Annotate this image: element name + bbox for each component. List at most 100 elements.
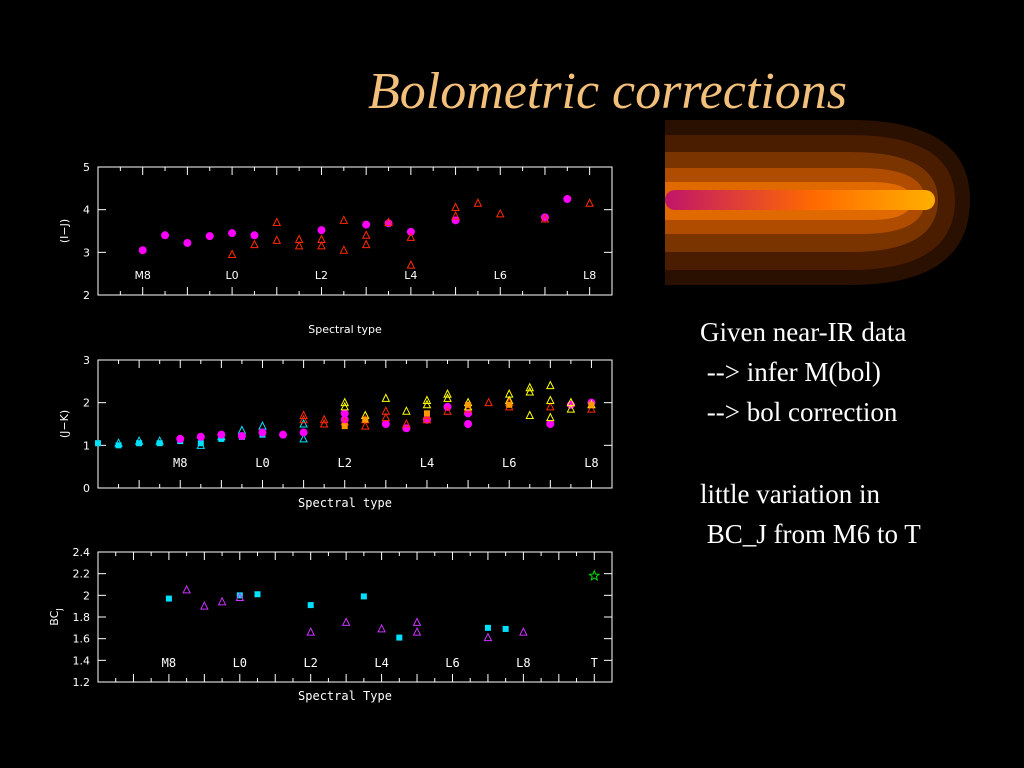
data-point-circle-magenta <box>402 424 411 433</box>
data-point-square-cyan <box>396 634 403 641</box>
data-point-triangle-yellow <box>546 380 555 390</box>
plot-frame <box>97 359 613 489</box>
data-point-circle-magenta <box>279 430 288 439</box>
y-axis-label-sub: J <box>55 608 64 611</box>
data-point-triangle-yellow <box>422 395 432 405</box>
data-point-circle-magenta <box>464 420 473 428</box>
data-point-triangle-red <box>317 240 326 250</box>
data-point-circle-magenta <box>196 432 205 441</box>
data-point-triangle-red <box>540 213 550 223</box>
data-point-circle-magenta <box>161 231 170 240</box>
x-tick-label: L2 <box>303 656 317 670</box>
x-tick-label: L8 <box>583 269 596 282</box>
side-text-line: --> infer M(bol) <box>700 357 881 387</box>
data-point-circle-magenta <box>258 428 267 437</box>
x-tick-label: L0 <box>255 456 269 470</box>
data-point-circle-magenta <box>183 238 192 247</box>
y-tick-label: 1.6 <box>73 633 91 646</box>
data-point-triangle-yellow <box>546 395 555 405</box>
data-point-triangle-yellow <box>525 382 535 392</box>
data-point-circle-magenta <box>205 232 214 241</box>
data-point-square-cyan <box>254 591 261 598</box>
data-point-triangle-red <box>406 232 416 241</box>
y-tick-label: 2.4 <box>73 546 91 559</box>
data-point-triangle-red <box>272 217 282 226</box>
y-tick-label: 1 <box>83 439 90 452</box>
data-point-square-orange <box>465 401 472 408</box>
data-point-circle-magenta <box>228 229 237 238</box>
data-point-triangle-yellow <box>381 393 391 402</box>
y-tick-label: 1.2 <box>73 676 91 689</box>
data-point-square-orange <box>588 401 595 408</box>
side-text-line: BC_J from M6 to T <box>700 519 921 549</box>
data-point-triangle-red <box>227 249 237 258</box>
y-tick-label: 2 <box>83 289 90 302</box>
x-tick-label: M8 <box>173 456 187 470</box>
data-point-circle-magenta <box>563 195 572 203</box>
y-tick-label: 4 <box>83 204 90 217</box>
data-point-triangle-purple <box>412 617 422 626</box>
data-point-circle-magenta <box>250 231 259 240</box>
x-tick-label: M8 <box>162 656 176 670</box>
data-point-circle-magenta <box>176 434 185 443</box>
data-point-triangle-red <box>587 403 596 413</box>
x-tick-label: L4 <box>404 269 417 282</box>
data-point-triangle-purple <box>412 627 422 636</box>
y-tick-label: 5 <box>83 161 90 174</box>
data-point-triangle-red <box>299 410 308 419</box>
data-point-triangle-yellow <box>443 393 452 402</box>
side-text-line: --> bol correction <box>700 397 898 427</box>
y-axis-label: (I−J) <box>58 219 71 243</box>
data-point-circle-magenta <box>138 246 147 255</box>
data-point-circle-magenta <box>340 409 349 418</box>
x-tick-label: L6 <box>502 456 516 470</box>
data-point-triangle-red <box>294 234 304 244</box>
data-point-square-orange <box>341 423 348 430</box>
data-point-triangle-red <box>339 215 349 224</box>
chart-top: 2 3 4 5 M8 L0 L2 L4 L6 L8 Spectral type (I−J) <box>58 161 613 336</box>
data-point-triangle-red <box>451 210 460 220</box>
data-point-triangle-yellow <box>402 406 411 415</box>
data-point-circle-magenta <box>451 216 460 225</box>
data-point-square-cyan <box>218 435 225 442</box>
y-tick-label: 3 <box>83 246 90 259</box>
data-point-square-cyan <box>115 442 122 449</box>
chart-bottom: 1.2 1.4 1.6 1.8 2 2.2 2.4 M8 L0 L2 L4 L6 L8 T Spectral… <box>48 546 613 703</box>
data-point-triangle-cyan <box>196 440 206 449</box>
data-point-triangle-purple <box>377 623 386 633</box>
data-point-triangle-cyan <box>299 418 308 428</box>
data-point-triangle-cyan <box>155 435 164 445</box>
y-tick-label: 3 <box>83 354 90 367</box>
data-point-triangle-yellow <box>546 412 555 422</box>
data-point-triangle-red <box>546 401 555 411</box>
y-tick-label: 1.4 <box>73 654 91 667</box>
data-point-triangle-yellow <box>422 399 432 409</box>
x-tick-label: L2 <box>337 456 351 470</box>
data-point-triangle-red <box>484 397 493 407</box>
data-point-circle-magenta <box>422 415 431 424</box>
data-point-triangle-red <box>381 412 391 422</box>
data-point-triangle-yellow <box>566 403 576 413</box>
data-point-triangle-red <box>406 260 416 269</box>
data-point-circle-magenta <box>299 428 308 437</box>
x-tick-label: L2 <box>315 269 328 282</box>
y-tick-label: 2.2 <box>73 568 91 581</box>
data-point-triangle-purple <box>182 584 191 594</box>
data-point-square-cyan <box>236 592 243 599</box>
data-point-triangle-yellow <box>525 410 535 419</box>
data-point-triangle-red <box>317 234 326 244</box>
y-tick-label: 1.8 <box>73 611 91 624</box>
x-tick-label: L6 <box>494 269 507 282</box>
data-point-triangle-red <box>585 198 594 207</box>
data-point-square-cyan <box>360 593 367 600</box>
x-tick-label: T <box>591 656 598 670</box>
data-point-circle-magenta <box>362 220 371 229</box>
data-point-square-cyan <box>197 440 204 447</box>
data-point-triangle-red <box>319 414 329 424</box>
data-point-triangle-cyan <box>134 435 144 445</box>
x-axis-label: Spectral type <box>308 323 382 336</box>
data-point-triangle-red <box>384 217 393 226</box>
comet-graphic <box>665 120 970 285</box>
y-axis-label: (J−K) <box>58 410 71 438</box>
data-point-circle-magenta <box>546 420 555 428</box>
